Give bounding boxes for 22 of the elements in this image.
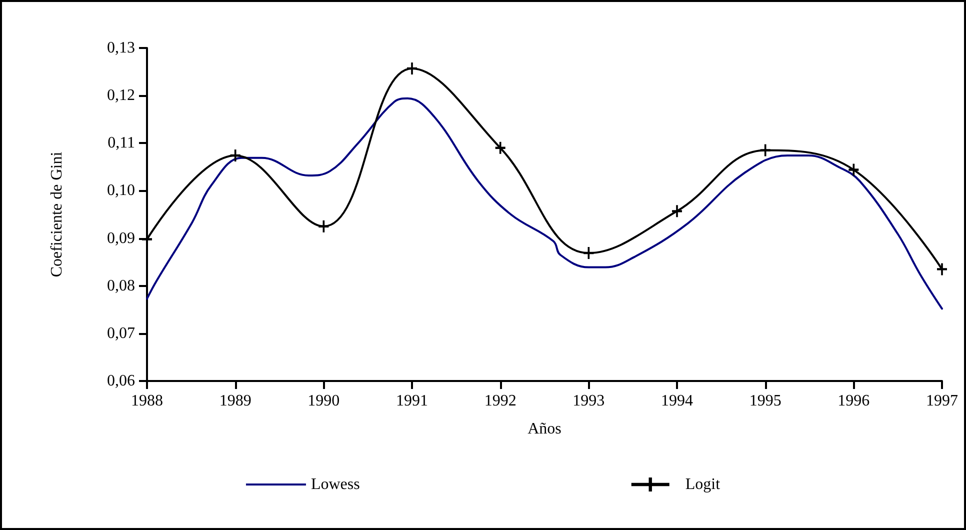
x-tick-label: 1995 <box>749 392 782 410</box>
x-tick-label: 1991 <box>396 392 428 410</box>
x-tick-label: 1992 <box>484 392 516 410</box>
x-tick-label: 1989 <box>219 392 252 410</box>
x-tick-label: 1994 <box>661 392 693 410</box>
x-tick-label: 1990 <box>308 392 340 410</box>
legend-label: Lowess <box>310 476 360 493</box>
x-tick-label: 1996 <box>838 392 870 410</box>
x-tick-label: 1993 <box>572 392 605 410</box>
y-tick-label: 0,11 <box>108 134 135 152</box>
y-tick-label: 0,10 <box>107 182 135 200</box>
legend-label: Logit <box>685 476 721 493</box>
y-axis-title: Coeficiente de Gini <box>48 151 66 278</box>
x-tick-label: 1988 <box>131 392 163 410</box>
y-tick-label: 0,07 <box>107 324 135 342</box>
x-axis-title: Años <box>528 420 562 438</box>
y-tick-label: 0,06 <box>107 372 135 390</box>
y-tick-label: 0,09 <box>107 230 135 247</box>
x-tick-label: 1997 <box>926 392 958 410</box>
y-tick-label: 0,12 <box>107 87 135 104</box>
y-tick-label: 0,08 <box>107 277 135 294</box>
y-tick-label: 0,13 <box>107 40 135 56</box>
